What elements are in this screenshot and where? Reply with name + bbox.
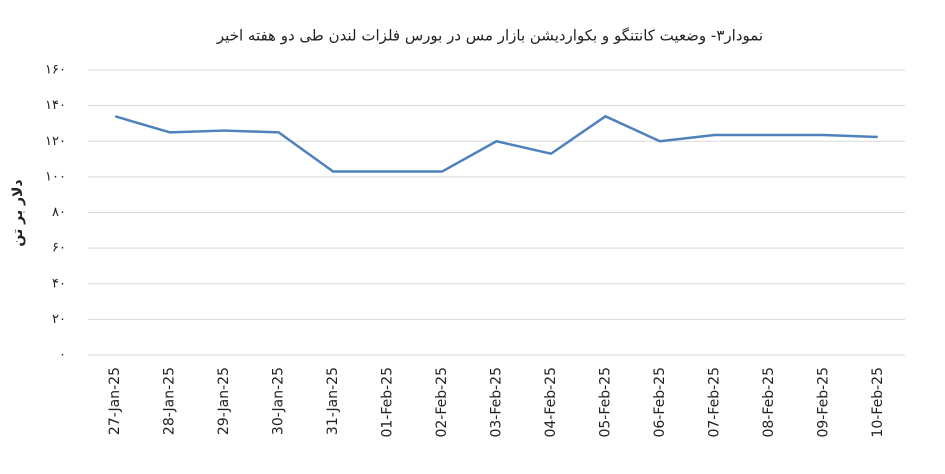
x-tick-label: 28-Jan-25 bbox=[162, 367, 178, 435]
y-tick-label: ۶۰ bbox=[52, 241, 66, 256]
y-tick-label: ۱۶۰ bbox=[45, 63, 66, 78]
y-tick-label: ۱۰۰ bbox=[45, 169, 66, 184]
x-tick-label: 27-Jan-25 bbox=[107, 367, 123, 435]
x-tick-label: 07-Feb-25 bbox=[706, 367, 722, 438]
y-axis-label: دلار بر تن bbox=[10, 179, 26, 246]
x-tick-label: 31-Jan-25 bbox=[325, 367, 341, 435]
x-tick-label: 30-Jan-25 bbox=[271, 367, 287, 435]
y-tick-label: ۲۰ bbox=[52, 312, 66, 327]
y-tick-label: ۱۴۰ bbox=[45, 98, 66, 113]
x-tick-label: 08-Feb-25 bbox=[761, 367, 777, 438]
chart-title: نمودار۳- وضعیت کانتنگو و بکواردیشن بازار… bbox=[216, 27, 763, 45]
x-tick-label: 04-Feb-25 bbox=[543, 367, 559, 438]
x-tick-label: 06-Feb-25 bbox=[652, 367, 668, 438]
x-tick-label: 29-Jan-25 bbox=[216, 367, 232, 435]
y-tick-label: ۸۰ bbox=[52, 205, 66, 220]
x-tick-label: 02-Feb-25 bbox=[434, 367, 450, 438]
line bbox=[114, 115, 878, 173]
y-tick-label: ۰ bbox=[59, 348, 66, 363]
x-tick-label: 05-Feb-25 bbox=[597, 367, 613, 438]
x-tick-label: 03-Feb-25 bbox=[489, 367, 505, 438]
y-tick-label: ۱۲۰ bbox=[45, 134, 66, 149]
x-tick-label: 01-Feb-25 bbox=[380, 367, 396, 438]
y-tick-label: ۴۰ bbox=[52, 276, 66, 291]
x-tick-label: 10-Feb-25 bbox=[870, 367, 886, 438]
x-tick-label: 09-Feb-25 bbox=[815, 367, 831, 438]
